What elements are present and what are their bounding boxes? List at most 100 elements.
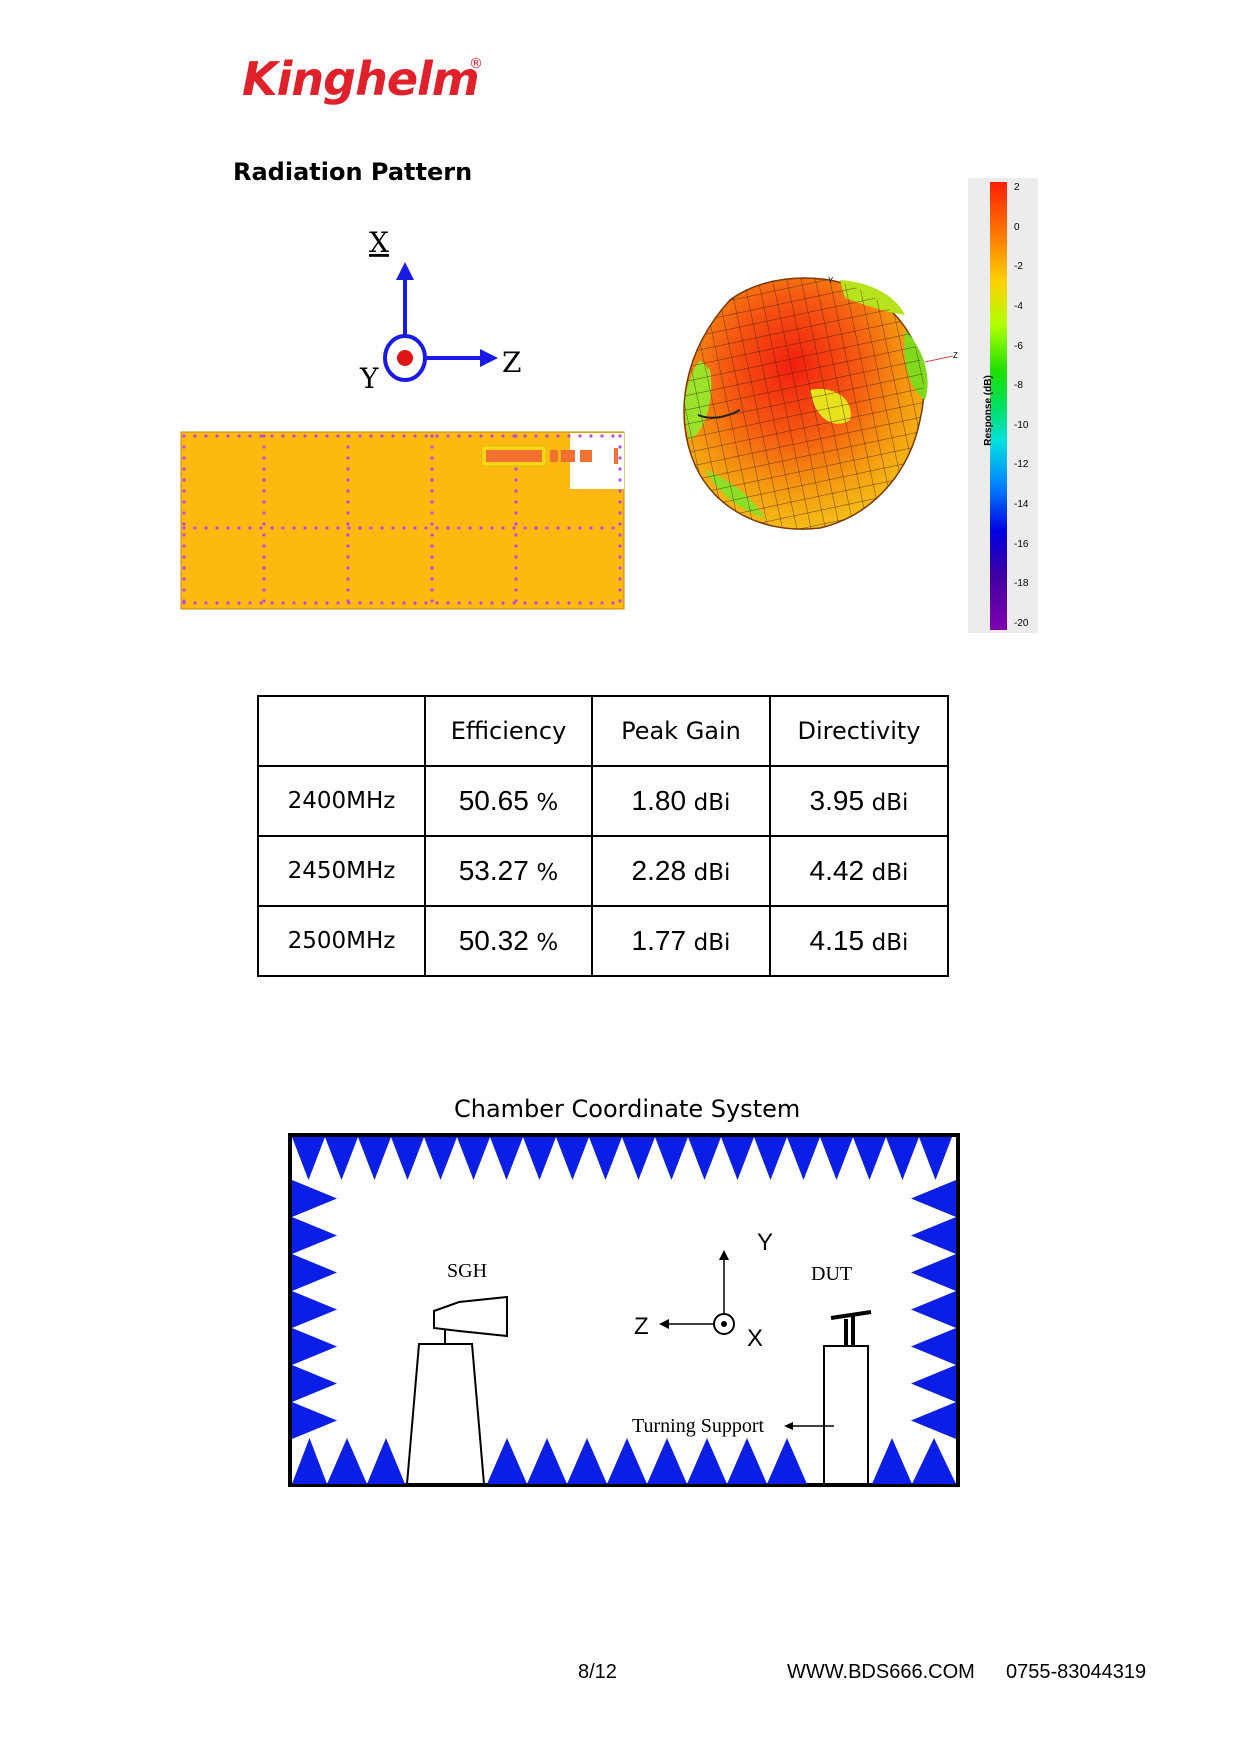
axis-label-z: Z [502,346,521,379]
header-cell-efficiency: Efficiency [424,695,593,767]
directivity-value: 3.95 [809,785,865,816]
absorber-cone [556,1137,589,1180]
legend-tick-label: -8 [1014,380,1023,392]
absorber-cone [911,1180,956,1217]
peak-gain-value: 2.28 [631,855,687,886]
axis-y-out-of-page [383,334,427,382]
header-cell-empty [257,695,426,767]
directivity-unit: dBi [871,790,909,816]
sgh-label: SGH [447,1260,487,1282]
absorber-cone [787,1137,820,1180]
table-row: 2500MHz 50.32 % 1.77 dBi 4.15 dBi [257,905,949,977]
absorber-cone [292,1137,325,1180]
legend-title: Response (dB) [982,375,994,446]
absorber-cone [567,1438,607,1484]
absorber-cone [523,1137,556,1180]
absorber-cone [911,1217,956,1254]
absorber-cone [327,1438,367,1484]
page-number: 8/12 [578,1661,617,1683]
legend-tick-label: -16 [1014,538,1029,550]
table-header-row: Efficiency Peak Gain Directivity [257,695,949,767]
absorber-cone [367,1438,405,1484]
brand-logo: Kinghelm [242,52,480,106]
absorber-cone [911,1365,956,1402]
absorber-cones [292,1137,956,1484]
antenna-layout-figure: X Y Z [180,230,625,610]
efficiency-value: 50.65 [458,785,529,816]
directivity-value: 4.15 [809,925,865,956]
registered-mark: ® [469,56,483,72]
absorber-cone [687,1438,727,1484]
turning-support-label: Turning Support [632,1415,765,1437]
axis-y-dot [397,350,413,366]
peak-gain-value: 1.77 [631,925,687,956]
peak-gain-unit: dBi [693,930,731,956]
footer-phone: 0755-83044319 [1006,1661,1147,1683]
absorber-cone [292,1402,337,1439]
peak-gain-unit: dBi [693,860,731,886]
legend-tick-label: -4 [1014,300,1023,312]
efficiency-value: 50.32 [458,925,529,956]
efficiency-value: 53.27 [458,855,529,886]
absorber-cone [607,1438,647,1484]
legend-tick-label: -18 [1014,578,1029,590]
directivity-cell: 4.15 dBi [769,905,949,977]
peak-gain-cell: 2.28 dBi [591,835,771,907]
freq-cell: 2400MHz [257,765,426,837]
absorber-cone [490,1137,523,1180]
dut-label: DUT [811,1263,852,1285]
table-row: 2450MHz 53.27 % 2.28 dBi 4.42 dBi [257,835,949,907]
section-title-radiation: Radiation Pattern [233,158,473,186]
absorber-cone [911,1328,956,1365]
efficiency-unit: % [536,790,559,816]
freq-cell: 2450MHz [257,835,426,907]
absorber-cone [919,1137,952,1180]
directivity-unit: dBi [871,860,909,886]
peak-gain-cell: 1.77 dBi [591,905,771,977]
legend-tick-label: -2 [1014,261,1023,273]
sgh-antenna [405,1295,508,1485]
legend-tick-label: -10 [1014,419,1029,431]
absorber-cone [391,1137,424,1180]
absorber-cone [292,1328,337,1365]
absorber-cone [292,1254,337,1291]
absorber-cone [527,1438,567,1484]
absorber-cone [911,1402,956,1439]
absorber-cone [688,1137,721,1180]
absorber-cone [886,1137,919,1180]
absorber-cone [853,1137,886,1180]
absorber-cone [767,1438,807,1484]
absorber-cone [358,1137,391,1180]
arrow-head-x [396,262,414,280]
chamber-axes [659,1250,735,1335]
absorber-cone [589,1137,622,1180]
peak-gain-value: 1.80 [631,785,687,816]
plot-axis-label-z: Z [953,351,958,360]
radiation-blob [683,277,928,530]
legend-tick-label: -14 [1014,499,1029,511]
chamber-axis-x: X [747,1325,763,1352]
plot-axis-label-y: Y [828,276,834,285]
absorber-cone [292,1217,337,1254]
header-cell-directivity: Directivity [769,695,949,767]
absorber-cone [325,1137,358,1180]
efficiency-unit: % [536,860,559,886]
header-cell-peak-gain: Peak Gain [591,695,771,767]
chamber-axis-y: Y [757,1229,773,1256]
absorber-cone [292,1291,337,1328]
efficiency-cell: 50.65 % [424,765,593,837]
plot-axis-z [924,355,954,363]
radiation-3d-plot: Z Y [683,276,958,530]
absorber-cone [754,1137,787,1180]
turning-support-arrow-head [784,1422,793,1430]
absorber-cone [457,1137,490,1180]
section-title-chamber: Chamber Coordinate System [454,1095,801,1123]
efficiency-cell: 50.32 % [424,905,593,977]
absorber-cone [487,1438,527,1484]
directivity-cell: 4.42 dBi [769,835,949,907]
directivity-cell: 3.95 dBi [769,765,949,837]
color-legend: 2 0 -2 -4 -6 -8 -10 -12 -14 -16 -18 -20 [968,178,1038,633]
legend-tick-label: 2 [1014,182,1020,193]
legend-tick-label: 0 [1014,221,1020,233]
absorber-cone [912,1438,956,1484]
